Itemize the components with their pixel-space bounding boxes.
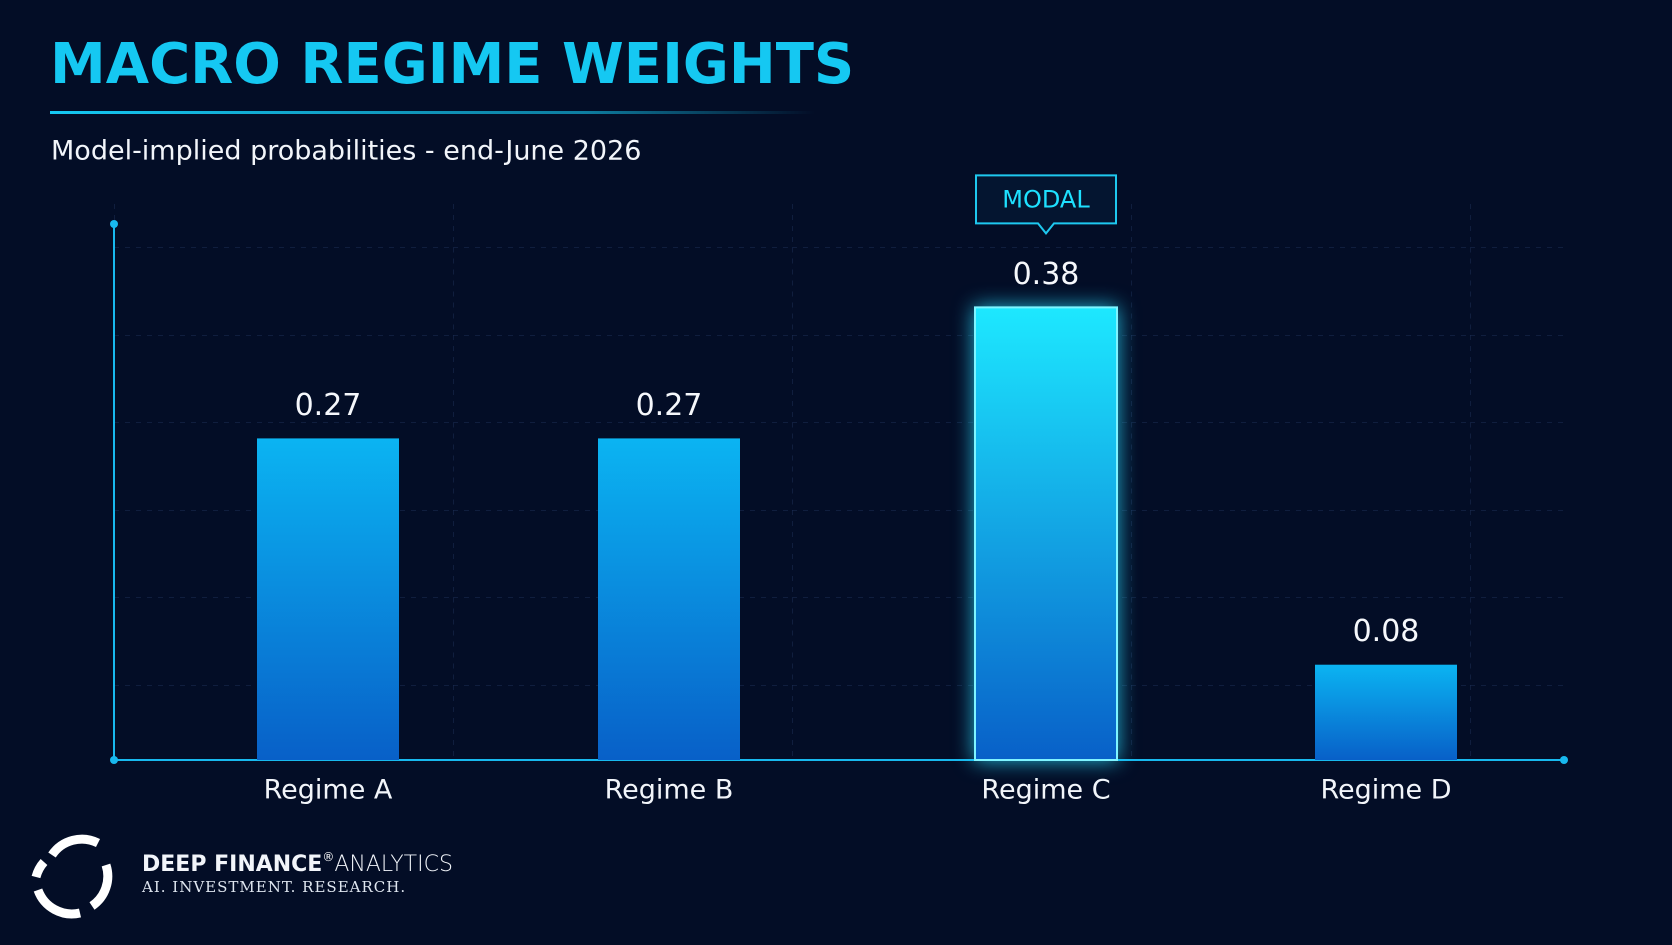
bar [598,438,740,760]
brand-line: DEEP FINANCE®ANALYTICS [142,850,453,878]
axis-dot [110,756,118,764]
brand-tagline: AI. INVESTMENT. RESEARCH. [141,878,406,896]
bar [1315,664,1457,760]
brand-mark: ® [322,850,334,864]
value-label: 0.38 [1013,257,1080,292]
axis-dot [1560,756,1568,764]
chart-title: MACRO REGIME WEIGHTS [50,32,854,97]
brand-name: DEEP FINANCE [142,852,322,877]
x-tick-label: Regime D [1320,775,1451,806]
brand-suffix: ANALYTICS [334,852,453,877]
x-tick-label: Regime A [264,775,393,806]
annotation-box [975,174,1117,235]
title-underline [50,111,815,114]
x-tick-label: Regime B [605,775,734,806]
bar [257,438,399,760]
value-label: 0.27 [295,388,362,423]
value-label: 0.08 [1353,614,1420,649]
x-tick-label: Regime C [981,775,1110,806]
value-label: 0.27 [636,388,703,423]
bars: Regime A 0.27 Regime B 0.27 Regime C 0.38 Regi… [257,174,1457,806]
bar [974,306,1118,761]
annotation: MODAL [1002,185,1090,213]
axis-dot [110,220,118,228]
chart-subtitle: Model-implied probabilities - end-June 2… [51,136,641,167]
logo [31,834,113,919]
